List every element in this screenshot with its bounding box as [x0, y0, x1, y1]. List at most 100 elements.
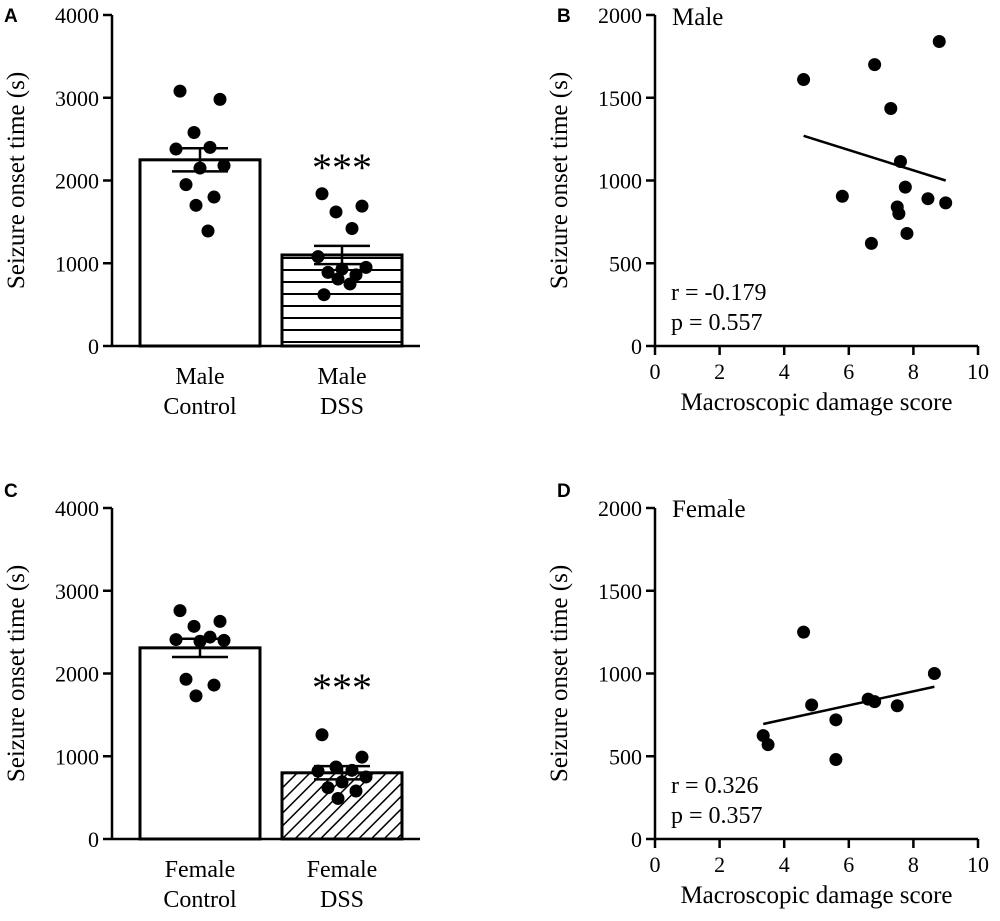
category-label: Control — [163, 394, 237, 420]
category-label: Control — [163, 887, 237, 913]
data-point — [311, 250, 325, 264]
data-point — [355, 199, 369, 213]
data-point — [335, 775, 349, 789]
category-label: DSS — [320, 887, 364, 913]
x-tick-label: 4 — [779, 359, 790, 384]
x-tick-label: 8 — [908, 852, 919, 877]
x-tick-label: 0 — [650, 359, 661, 384]
correlation-p: p = 0.357 — [671, 803, 763, 829]
chart-title: Male — [672, 4, 723, 31]
regression-line — [803, 134, 947, 182]
category-label: DSS — [320, 394, 364, 420]
data-point — [217, 159, 231, 173]
data-point — [321, 265, 335, 279]
panel-d: D 0 500 1000 1500 2000 Seizure onset time (s)… — [546, 481, 989, 909]
data-point — [193, 161, 207, 175]
bar — [138, 158, 262, 348]
x-axis-label: Macroscopic damage score — [680, 882, 952, 909]
y-tick-label: 3000 — [55, 86, 99, 111]
data-point — [315, 187, 329, 201]
y-tick-label: 3000 — [55, 579, 99, 604]
data-point — [805, 698, 819, 712]
data-point — [898, 180, 912, 194]
y-axis-label: Seizure onset time (s) — [3, 565, 30, 782]
x-tick-label: 6 — [843, 852, 854, 877]
data-point — [201, 224, 215, 238]
x-tick-label: 4 — [779, 852, 790, 877]
data-point — [359, 260, 373, 274]
data-point — [829, 713, 843, 727]
category-label: Male — [175, 364, 224, 390]
panel-letter-a: A — [4, 6, 18, 27]
y-axis-label: Seizure onset time (s) — [546, 72, 573, 289]
panel-a: A 0 1000 2000 3000 4000 Seizure onset time (s… — [3, 3, 420, 420]
y-tick-label: 1000 — [598, 169, 642, 194]
data-point — [797, 73, 811, 87]
y-tick-label: 1500 — [598, 579, 642, 604]
data-point — [203, 140, 217, 154]
data-point — [213, 92, 227, 106]
y-tick-label: 2000 — [55, 662, 99, 687]
data-point — [927, 667, 941, 680]
data-point — [331, 791, 345, 805]
data-point — [213, 614, 227, 628]
data-point — [315, 728, 329, 742]
data-point — [179, 672, 193, 686]
y-tick-label: 0 — [88, 334, 99, 359]
data-point — [187, 619, 201, 633]
data-point — [329, 760, 343, 774]
data-point — [900, 226, 914, 240]
data-point — [329, 205, 343, 219]
data-point — [921, 192, 935, 206]
y-tick-label: 1000 — [55, 744, 99, 769]
data-point — [207, 678, 221, 692]
data-point — [343, 277, 357, 291]
data-point — [217, 633, 231, 647]
data-point — [317, 288, 331, 302]
chart-title: Female — [672, 496, 746, 523]
data-point — [193, 634, 207, 648]
data-point — [868, 58, 882, 72]
data-point — [335, 262, 349, 276]
y-tick-label: 0 — [88, 827, 99, 852]
significance-marker: *** — [312, 145, 372, 190]
x-tick-label: 10 — [967, 852, 989, 877]
y-tick-label: 4000 — [55, 496, 99, 521]
x-tick-label: 0 — [650, 852, 661, 877]
y-axis-label: Seizure onset time (s) — [3, 72, 30, 289]
data-point — [169, 633, 183, 647]
data-point — [797, 625, 811, 639]
panel-b: B 0 500 1000 1500 2000 Seizure onset time (s)… — [546, 3, 989, 416]
y-tick-label: 1000 — [55, 251, 99, 276]
y-tick-label: 1500 — [598, 86, 642, 111]
category-label: Female — [307, 857, 378, 883]
bar — [138, 646, 262, 841]
data-point — [345, 763, 359, 777]
y-tick-label: 2000 — [598, 496, 642, 521]
x-tick-label: 6 — [843, 359, 854, 384]
y-tick-label: 4000 — [55, 3, 99, 28]
y-tick-label: 0 — [631, 827, 642, 852]
panel-c: C 0 1000 2000 3000 4000 Seizure onset time (s… — [3, 481, 420, 913]
data-point — [359, 770, 373, 784]
data-point — [173, 84, 187, 98]
data-point — [169, 142, 183, 156]
data-point — [864, 236, 878, 250]
correlation-r: r = -0.179 — [671, 280, 767, 306]
data-point — [761, 738, 775, 752]
data-point — [189, 689, 203, 703]
data-point — [939, 196, 953, 210]
data-point — [829, 753, 843, 767]
x-tick-label: 10 — [967, 359, 989, 384]
y-tick-label: 2000 — [55, 169, 99, 194]
data-point — [349, 784, 363, 798]
data-point — [892, 207, 906, 221]
data-point — [189, 198, 203, 212]
data-point — [321, 781, 335, 795]
data-point — [835, 189, 849, 203]
regression-line — [762, 685, 935, 726]
data-point — [890, 699, 904, 713]
x-tick-label: 2 — [714, 359, 725, 384]
y-tick-label: 1000 — [598, 662, 642, 687]
y-tick-label: 0 — [631, 334, 642, 359]
